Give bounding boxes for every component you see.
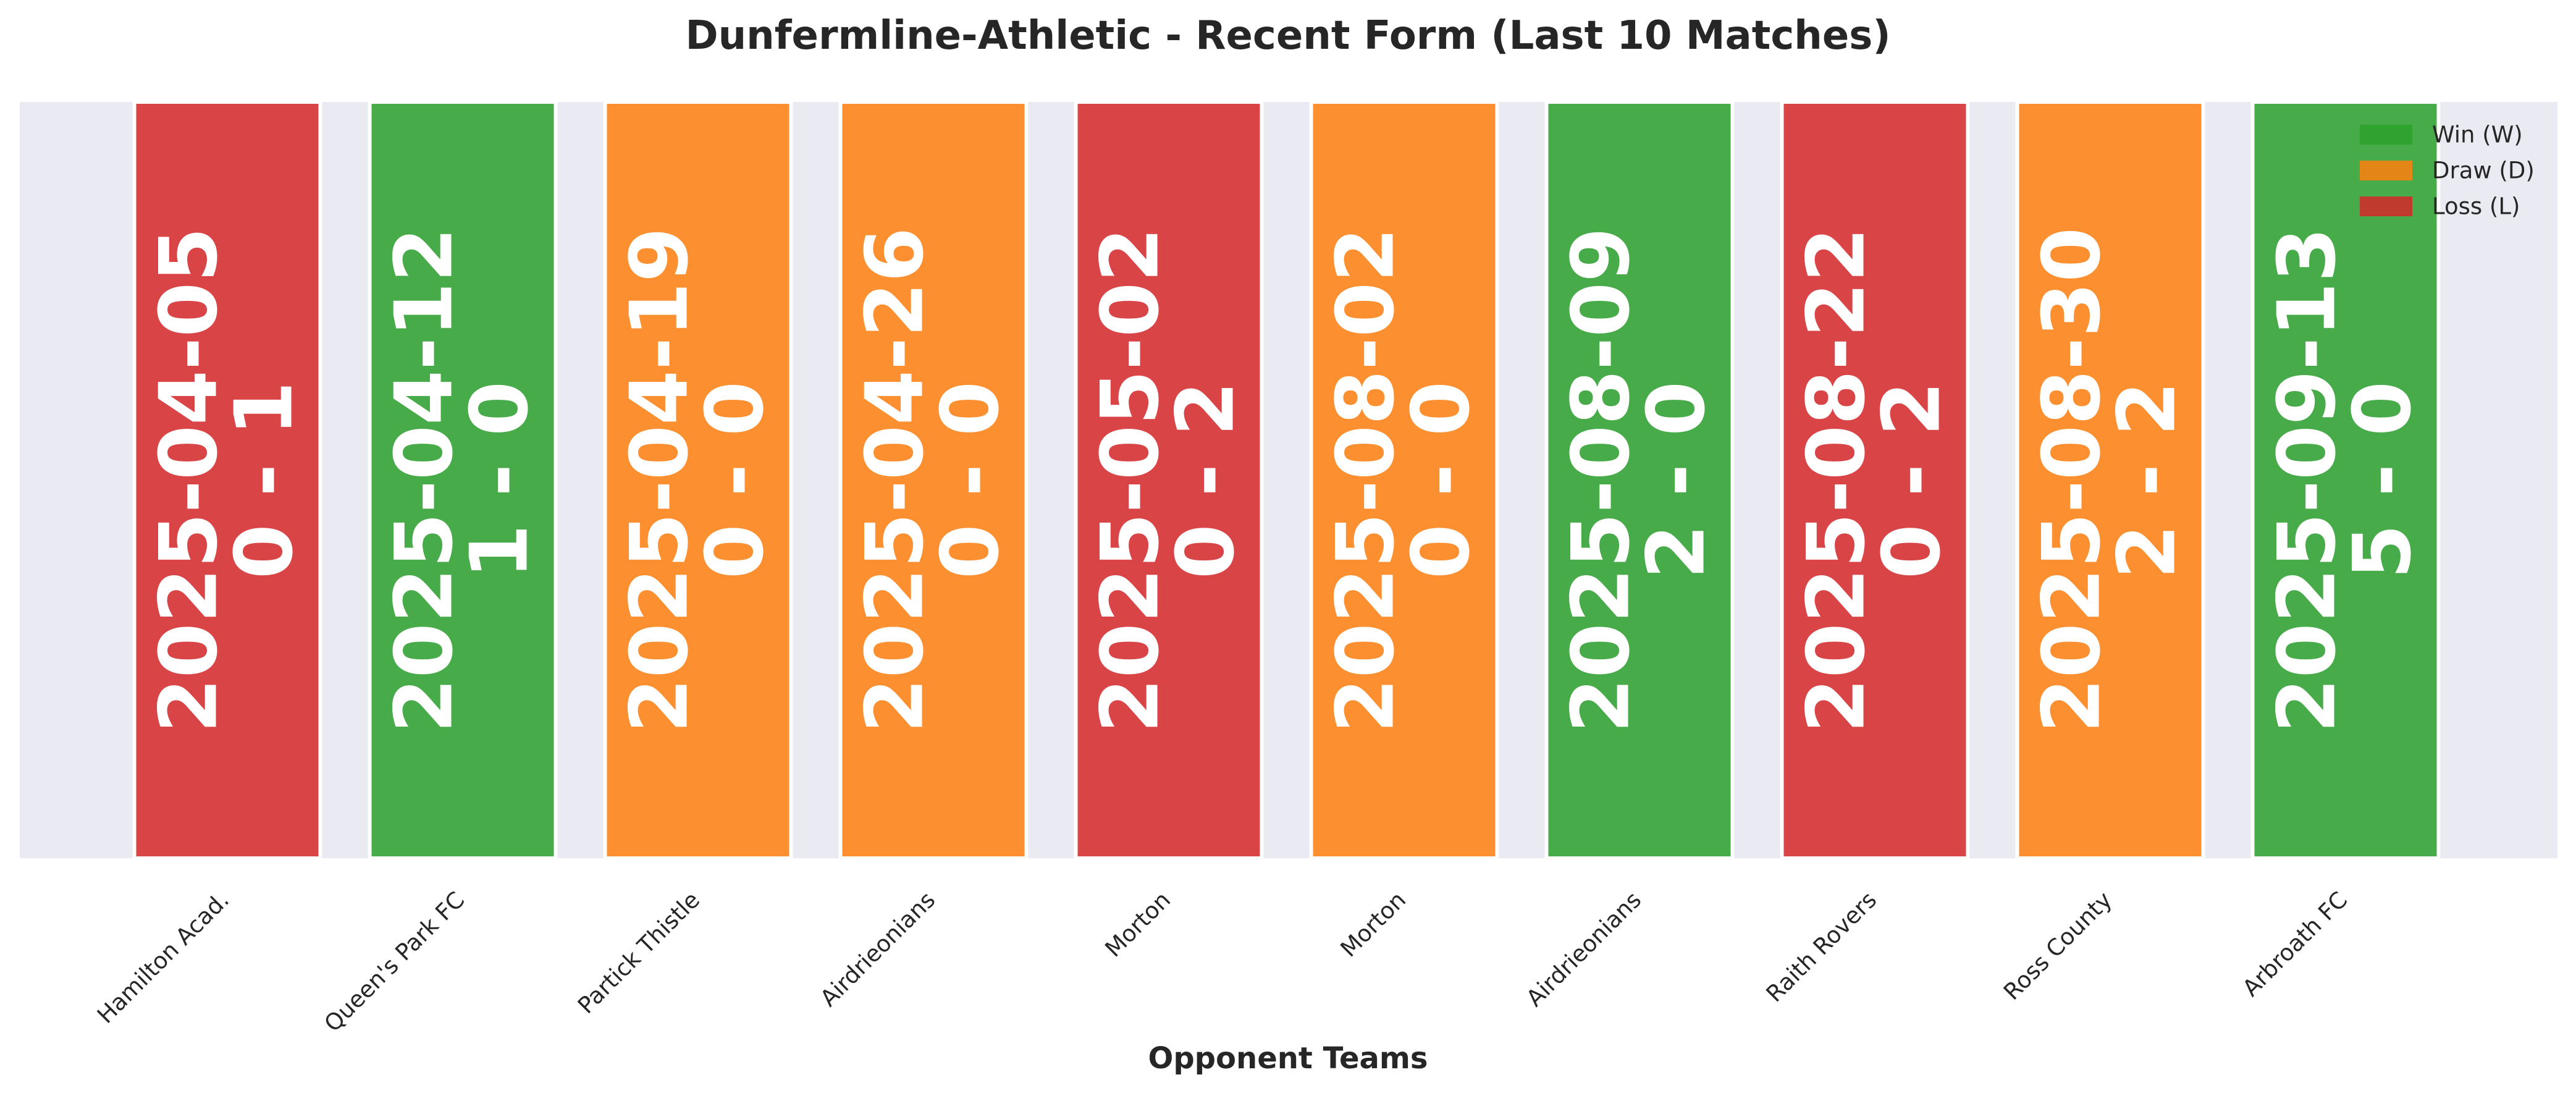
chart-title: Dunfermline-Athletic - Recent Form (Last… [685,13,1890,59]
match-score: 0 - 2 [1160,381,1252,579]
match-date: 2025-08-22 [1791,227,1883,733]
bar [1309,100,1499,860]
legend-swatch [2360,125,2412,145]
match-score: 0 - 0 [689,381,781,579]
x-tick-label: Airdrieonians [815,887,940,1012]
match-date: 2025-04-26 [849,227,941,733]
bar [2250,100,2441,860]
match-date: 2025-04-19 [614,227,706,733]
match-score: 2 - 2 [2102,381,2194,579]
match-date: 2025-08-09 [1555,227,1648,733]
legend-label: Win (W) [2432,122,2523,148]
match-score: 5 - 0 [2337,381,2429,579]
match-date: 2025-08-30 [2026,227,2118,733]
bar [2015,100,2205,860]
match-date: 2025-04-05 [143,227,235,733]
bar [838,100,1029,860]
x-tick-label: Ross County [1998,887,2117,1005]
legend-label: Loss (L) [2432,193,2520,220]
match-date: 2025-04-12 [379,227,471,733]
x-axis-label: Opponent Teams [1148,1041,1428,1076]
match-score: 0 - 0 [1395,381,1488,579]
match-date: 2025-08-02 [1320,227,1412,733]
x-tick-label: Morton [1100,887,1176,963]
bar [1074,100,1264,860]
match-score: 0 - 2 [1866,381,1958,579]
match-score: 2 - 0 [1631,381,1723,579]
match-date: 2025-05-02 [1085,227,1177,733]
match-score: 0 - 0 [925,381,1017,579]
legend-swatch [2360,196,2412,216]
bar [603,100,793,860]
legend-label: Draw (D) [2432,158,2535,184]
x-tick-label: Morton [1336,887,1412,963]
x-tick-label: Raith Rovers [1761,887,1882,1007]
x-tick-label: Queen's Park FC [319,887,470,1037]
x-tick-label: Partick Thistle [573,887,705,1019]
x-tick-label: Hamilton Acad. [92,887,234,1029]
bar [1544,100,1735,860]
bar [368,100,558,860]
match-score: 0 - 1 [219,381,311,579]
match-score: 1 - 0 [454,381,546,579]
match-date: 2025-09-13 [2262,227,2354,733]
x-tick-label: Airdrieonians [1521,887,1646,1012]
bar [1780,100,1970,860]
bar [132,100,322,860]
x-tick-label: Arbroath FC [2237,887,2352,1002]
legend-swatch [2360,161,2412,180]
